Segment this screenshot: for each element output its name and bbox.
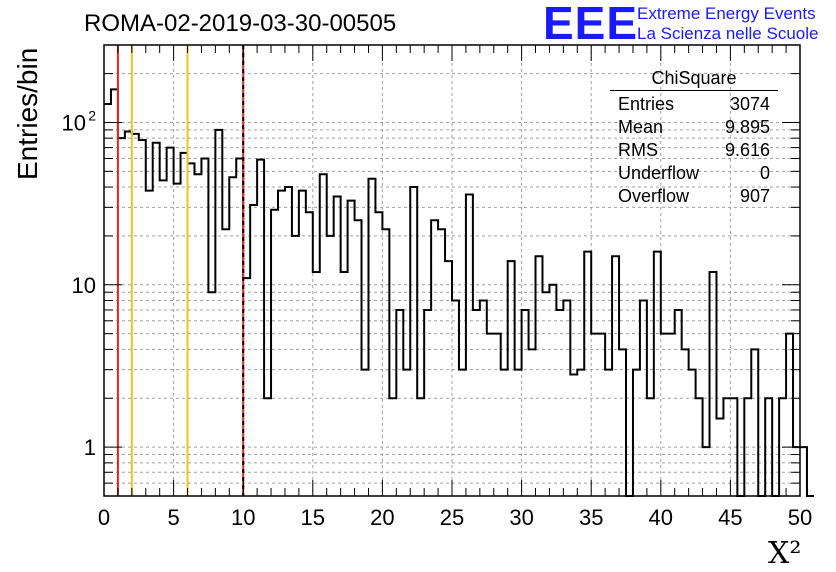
logo-tagline-1: Extreme Energy Events (637, 4, 816, 23)
stats-value: 9.895 (724, 117, 770, 137)
grid-layer (104, 45, 800, 496)
stats-row-overflow: Overflow 907 (610, 185, 778, 208)
x-tick-label: 30 (509, 505, 533, 530)
stats-row-rms: RMS 9.616 (610, 139, 778, 162)
stats-value: 3074 (729, 94, 770, 114)
x-tick-label: 20 (370, 505, 394, 530)
stats-title: ChiSquare (610, 68, 778, 91)
eee-logo: EEE (543, 0, 639, 49)
stats-value: 907 (739, 186, 770, 206)
stats-label: RMS (618, 140, 658, 160)
histogram-layer (104, 88, 814, 497)
histogram-series (104, 88, 814, 497)
y-tick-exponent: 2 (88, 107, 96, 123)
stats-row-underflow: Underflow 0 (610, 162, 778, 185)
y-tick-label: 10 (72, 273, 96, 298)
stats-label: Entries (618, 94, 675, 114)
y-axis-label-wrap: Entries/bin (6, 0, 46, 572)
marker-layer (116, 45, 245, 496)
stats-label: Mean (618, 117, 664, 137)
y-axis-label: Entries/bin (12, 47, 43, 180)
y-tick-label: 1 (84, 435, 96, 460)
x-tick-label: 50 (788, 505, 812, 530)
stats-box: ChiSquare Entries 3074 Mean 9.895 RMS 9.… (610, 68, 778, 208)
stats-label: Overflow (618, 186, 690, 206)
x-axis-label: X² (768, 536, 802, 571)
stats-row-entries: Entries 3074 (610, 93, 778, 116)
stats-label: Underflow (618, 163, 700, 183)
x-tick-label: 25 (440, 505, 464, 530)
stats-value: 9.616 (724, 140, 770, 160)
x-tick-label: 5 (167, 505, 179, 530)
stats-row-mean: Mean 9.895 (610, 116, 778, 139)
x-tick-label: 15 (301, 505, 325, 530)
x-tick-label: 35 (579, 505, 603, 530)
y-tick-label: 10 (62, 110, 86, 135)
x-tick-label: 45 (718, 505, 742, 530)
chart-title: ROMA-02-2019-03-30-00505 (84, 10, 397, 37)
logo-tagline-2: La Scienza nelle Scuole (637, 24, 819, 43)
x-tick-label: 40 (649, 505, 673, 530)
x-tick-label: 10 (231, 505, 255, 530)
stats-value: 0 (759, 163, 770, 183)
x-tick-label: 0 (98, 505, 110, 530)
